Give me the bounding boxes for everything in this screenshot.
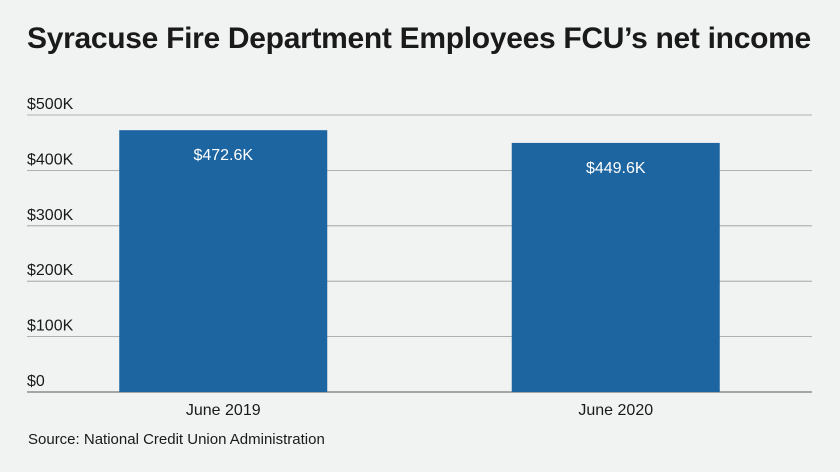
x-tick-label: June 2019 [186, 402, 261, 419]
y-tick-label: $100K [27, 318, 74, 335]
y-axis-ticks: $0 $100K $200K $300K $400K $500K [27, 96, 74, 390]
y-tick-label: $0 [27, 373, 45, 390]
data-label: $472.6K [193, 147, 253, 164]
y-tick-label: $400K [27, 151, 74, 168]
x-tick-label: June 2020 [578, 402, 653, 419]
data-labels: $472.6K $449.6K [193, 147, 645, 177]
chart-title: Syracuse Fire Department Employees FCU’s… [27, 22, 811, 55]
y-tick-label: $200K [27, 262, 74, 279]
bar [511, 142, 720, 392]
x-axis-labels: June 2019 June 2020 [186, 402, 653, 419]
data-label: $449.6K [586, 160, 646, 177]
y-tick-label: $300K [27, 207, 74, 224]
bar [119, 130, 328, 392]
source-note: Source: National Credit Union Administra… [28, 431, 325, 448]
y-tick-label: $500K [27, 96, 74, 113]
bars [119, 130, 720, 392]
